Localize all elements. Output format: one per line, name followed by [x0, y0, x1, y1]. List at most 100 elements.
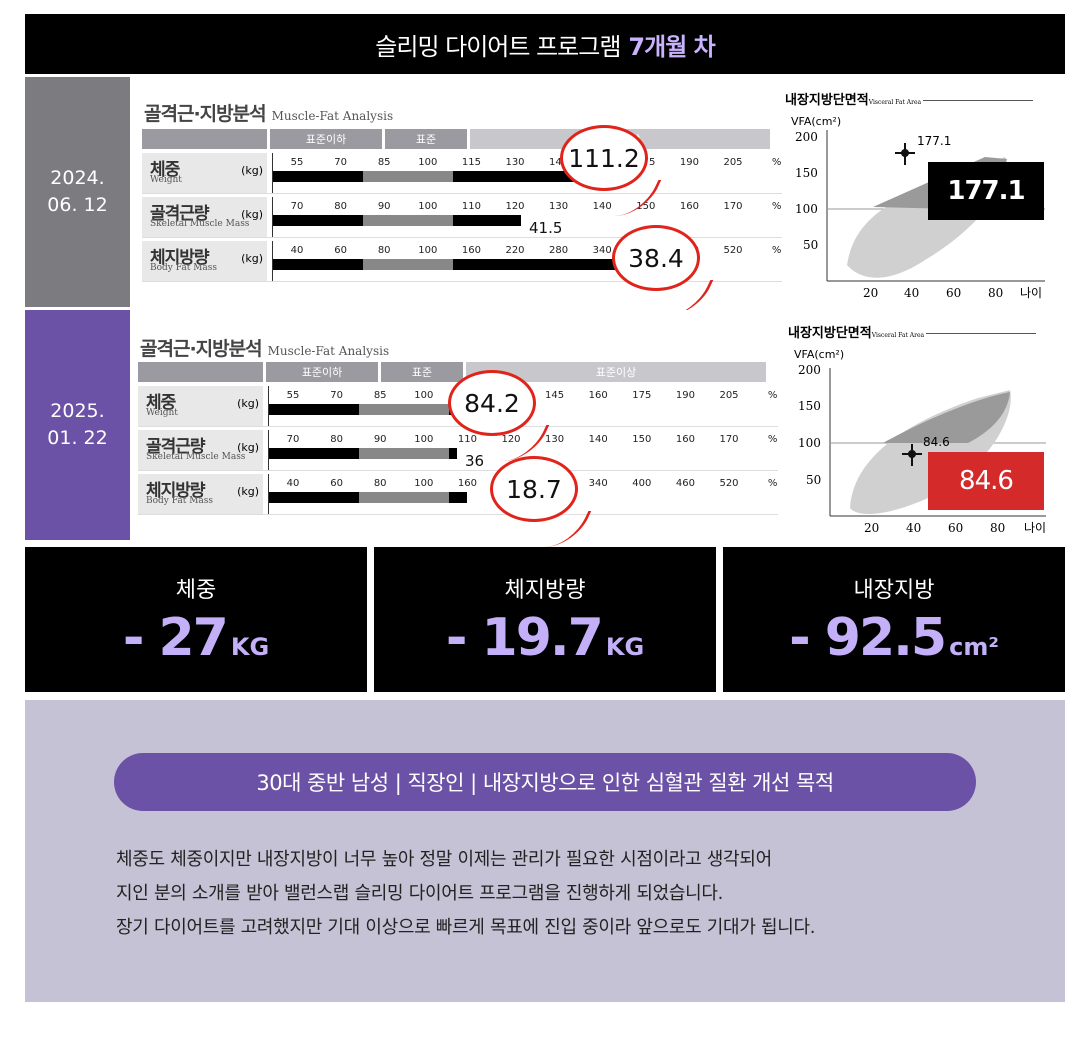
vfa-title-text: 내장지방단면적 — [785, 93, 869, 108]
metric-unit: (kg) — [241, 252, 263, 265]
bar-segment — [453, 215, 521, 226]
after-vfa-point-label: 84.6 — [923, 435, 950, 449]
before-record: 2024. 06. 12 골격근·지방분석 Muscle-Fat Analysis… — [25, 77, 1065, 307]
stat-weight-unit: KG — [230, 632, 270, 661]
scale-tick: 460 — [675, 478, 695, 489]
story-line: 지인 분의 소개를 받아 밸런스랩 슬리밍 다이어트 프로그램을 진행하게 되었… — [116, 883, 724, 904]
scale-tick: 70 — [286, 434, 300, 445]
metric-unit: (kg) — [241, 208, 263, 221]
vfa-xtick-80: 80 — [990, 521, 1005, 533]
bar-segment — [273, 215, 360, 226]
banner-highlight: 7개월 차 — [628, 32, 715, 61]
bar-segment — [408, 259, 495, 270]
scale-tick: 130 — [505, 157, 525, 168]
stat-weight-number: - 27 — [122, 607, 229, 668]
scale-tick: 145 — [549, 157, 569, 168]
bar-segment — [269, 492, 356, 503]
bar-segment — [453, 171, 540, 182]
scale-tick: 160 — [675, 434, 695, 445]
customer-profile: 30대 중반 남성 | 직장인 | 내장지방으로 인한 심혈관 질환 개선 목적… — [25, 700, 1065, 1002]
vfa-title: 내장지방단면적Visceral Fat Area — [788, 322, 1037, 341]
before-fat-callout: 38.4 — [612, 225, 700, 291]
after-record: 2025. 01. 22 골격근·지방분석 Muscle-Fat Analysis… — [25, 310, 1065, 540]
header-above: 표준이상 — [466, 362, 766, 382]
stat-visceral-fat-unit: cm² — [949, 632, 999, 661]
before-muscle-value: 41.5 — [529, 219, 563, 237]
vfa-ytick-50: 50 — [806, 473, 821, 487]
scale-tick: 160 — [461, 245, 481, 256]
metric-unit: (kg) — [237, 441, 259, 454]
scale-tick: 40 — [286, 478, 300, 489]
before-mfa-title: 골격근·지방분석 Muscle-Fat Analysis — [144, 99, 393, 126]
before-fat-label: 체지방량 Body Fat Mass (kg) — [142, 241, 267, 281]
bar-segment — [498, 259, 585, 270]
bar-segment — [449, 492, 467, 503]
mfa-title-text: 골격근·지방분석 — [144, 103, 267, 125]
scale-tick: 160 — [457, 478, 477, 489]
before-range-header: 표준이하 표준 표준이상 — [142, 129, 773, 149]
vfa-xtick-40: 40 — [904, 286, 919, 300]
stat-visceral-fat-value: - 92.5 cm² — [789, 608, 999, 668]
after-weight-callout: 84.2 — [448, 370, 536, 436]
after-vfa-box: 84.6 — [928, 452, 1044, 510]
scale-tick: 520 — [723, 245, 743, 256]
after-fat-callout: 18.7 — [490, 456, 578, 522]
bar-segment — [363, 259, 450, 270]
bar-segment — [404, 404, 477, 415]
after-date-text: 2025. 01. 22 — [47, 400, 108, 449]
bar-segment — [359, 492, 446, 503]
metric-name-en: Skeletal Muscle Mass — [146, 452, 246, 462]
metric-name-en: Weight — [146, 408, 178, 418]
scale-tick: 205 — [719, 390, 739, 401]
after-mfa-title: 골격근·지방분석 Muscle-Fat Analysis — [140, 334, 389, 361]
after-vfa-chart: 내장지방단면적Visceral Fat Area VFA(cm²) 200 15… — [788, 318, 1068, 540]
scale-tick: 70 — [330, 390, 343, 401]
vfa-ylabel: VFA(cm²) — [791, 115, 841, 128]
before-weight-callout: 111.2 — [560, 125, 648, 191]
bar-segment — [543, 259, 630, 270]
scale-tick: 90 — [373, 434, 387, 445]
scale-tick: 80 — [334, 201, 347, 212]
after-date: 2025. 01. 22 — [25, 310, 130, 540]
after-muscle-label: 골격근량 Skeletal Muscle Mass (kg) — [138, 430, 263, 470]
vfa-title-text: 내장지방단면적 — [788, 326, 872, 341]
bar-segment — [314, 448, 401, 459]
scale-tick: 85 — [373, 390, 387, 401]
scale-tick: 175 — [632, 390, 652, 401]
header-below: 표준이하 — [270, 129, 382, 149]
vfa-subtitle-text: Visceral Fat Area — [871, 332, 925, 339]
vfa-xtick-20: 20 — [864, 521, 879, 533]
banner-title: 슬리밍 다이어트 프로그램 — [375, 32, 621, 61]
bar-segment — [363, 215, 450, 226]
scale-tick: 100 — [418, 245, 438, 256]
after-panel: 골격근·지방분석 Muscle-Fat Analysis 표준이하 표준 표준이상… — [130, 310, 1065, 540]
bar-segment — [498, 215, 521, 226]
bar-segment — [318, 259, 405, 270]
scale-tick: 70 — [334, 157, 347, 168]
metric-unit: (kg) — [241, 164, 263, 177]
scale-tick: 80 — [330, 434, 343, 445]
bar-segment — [408, 171, 495, 182]
after-fat-callout-value: 18.7 — [506, 474, 562, 504]
header-normal: 표준 — [385, 129, 467, 149]
metric-name: 체지방량 — [146, 481, 206, 501]
scale-tick: 130 — [545, 434, 565, 445]
scale-tick: 520 — [719, 478, 739, 489]
scale-tick: 160 — [588, 390, 608, 401]
metric-name-en: Body Fat Mass — [146, 496, 214, 506]
scale-tick: 170 — [723, 201, 743, 212]
scale-tick: 60 — [334, 245, 347, 256]
scale-tick: 110 — [461, 201, 481, 212]
scale-tick: 115 — [461, 157, 481, 168]
scale-tick: 340 — [588, 478, 608, 489]
after-fat-label: 체지방량 Body Fat Mass (kg) — [138, 474, 263, 514]
vfa-xlabel: 나이 — [1024, 521, 1046, 533]
scale-tick: 340 — [592, 245, 612, 256]
bar-segment — [318, 171, 405, 182]
scale-tick: 160 — [679, 201, 699, 212]
stat-weight-label: 체중 — [175, 577, 217, 603]
stat-body-fat-value: - 19.7 KG — [446, 608, 644, 668]
scale-tick: 130 — [549, 201, 569, 212]
stat-body-fat-number: - 19.7 — [445, 607, 604, 668]
